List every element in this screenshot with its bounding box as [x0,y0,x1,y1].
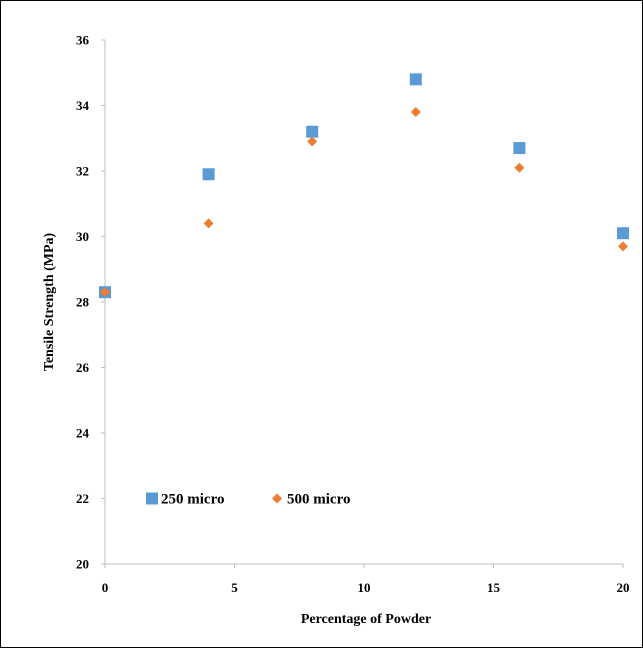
y-tick-labels: 20 22 24 26 28 30 32 34 36 [76,33,90,572]
point-250-micro-12 [409,73,422,86]
y-tick-label: 28 [76,295,90,310]
y-tick-label: 20 [76,557,89,572]
x-tick-label: 5 [231,580,238,595]
point-250-micro-16 [513,142,526,155]
x-axis-title: Percentage of Powder [301,612,431,627]
data-points [99,73,629,299]
legend-label-250-micro: 250 micro [161,492,224,508]
y-tick-label: 24 [76,426,90,441]
point-500-micro-8 [307,136,318,147]
point-500-micro-4 [203,218,214,229]
point-500-micro-12 [410,107,421,118]
y-tick-label: 34 [76,98,90,113]
y-tick-label: 22 [76,491,89,506]
y-tick-label: 36 [76,33,90,48]
y-axis-title: Tensile Strength (MPa) [42,232,57,371]
y-tick-label: 32 [76,164,89,179]
legend: 250 micro 500 micro [146,492,350,508]
point-250-micro-20 [617,227,629,240]
x-tick-label: 15 [487,580,501,595]
x-tick-labels: 0 5 10 15 20 [102,580,630,595]
point-250-micro-8 [306,125,319,138]
x-tick-label: 10 [358,580,371,595]
point-500-micro-16 [514,162,525,173]
legend-label-500-micro: 500 micro [287,492,350,508]
legend-marker-250-micro [146,492,158,505]
legend-marker-500-micro [272,493,282,504]
point-500-micro-0 [100,287,110,298]
axes [101,39,624,568]
x-tick-label: 0 [102,580,109,595]
point-500-micro-20 [618,241,628,252]
point-250-micro-4 [202,168,215,181]
x-tick-label: 20 [617,580,630,595]
y-tick-label: 30 [76,229,89,244]
y-tick-label: 26 [76,360,90,375]
